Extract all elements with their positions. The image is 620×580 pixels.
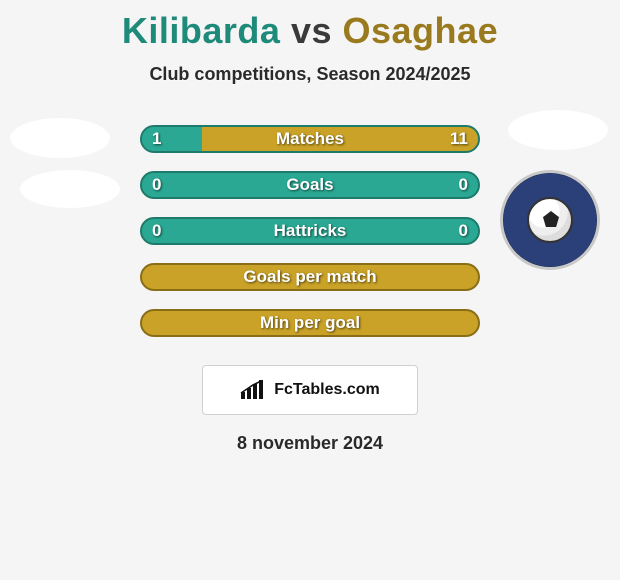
stat-value-right: 11: [450, 125, 468, 153]
brand-text: FcTables.com: [274, 381, 380, 399]
stat-label: Hattricks: [142, 219, 478, 243]
comparison-infographic: Kilibarda vs Osaghae Club competitions, …: [0, 0, 620, 580]
stat-value-left: 0: [152, 217, 161, 245]
stat-bar: Hattricks: [140, 217, 480, 245]
stat-value-left: 0: [152, 171, 161, 199]
stat-bar: Min per goal: [140, 309, 480, 337]
bars-icon: [240, 380, 268, 400]
player2-name: Osaghae: [343, 10, 499, 51]
subtitle: Club competitions, Season 2024/2025: [0, 64, 620, 85]
vs-text: vs: [291, 10, 332, 51]
stat-bar: Goals: [140, 171, 480, 199]
stat-label: Goals: [142, 173, 478, 197]
stat-label: Min per goal: [142, 311, 478, 335]
stat-value-right: 0: [459, 217, 468, 245]
stat-bar: Goals per match: [140, 263, 480, 291]
stat-label: Matches: [142, 127, 478, 151]
stat-label: Goals per match: [142, 265, 478, 289]
stat-row: Matches111: [0, 125, 620, 171]
stat-value-right: 0: [459, 171, 468, 199]
stat-row: Min per goal: [0, 309, 620, 355]
stat-bar: Matches: [140, 125, 480, 153]
stat-row: Goals per match: [0, 263, 620, 309]
stats-container: Matches111Goals00Hattricks00Goals per ma…: [0, 125, 620, 355]
date-text: 8 november 2024: [0, 433, 620, 454]
brand-card: FcTables.com: [202, 365, 418, 415]
stat-row: Goals0 0: [0, 171, 620, 217]
page-title: Kilibarda vs Osaghae: [0, 0, 620, 52]
stat-value-left: 1: [152, 125, 161, 153]
player1-name: Kilibarda: [122, 10, 281, 51]
stat-row: Hattricks0 0: [0, 217, 620, 263]
